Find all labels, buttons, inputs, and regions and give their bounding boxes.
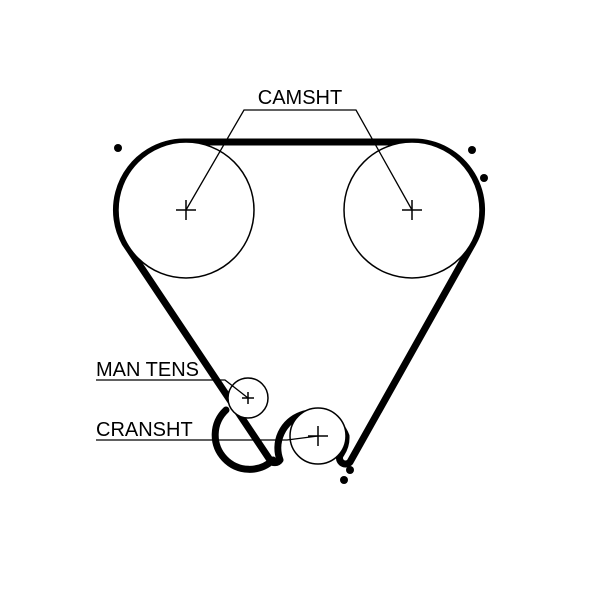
- timing-dot: [346, 466, 354, 474]
- timing-dot: [468, 146, 476, 154]
- label-camshaft: CAMSHT: [258, 87, 342, 109]
- timing-belt-diagram: CAMSHT MAN TENS CRANSHT: [0, 0, 600, 589]
- label-tensioner: MAN TENS: [96, 359, 199, 381]
- timing-dot: [480, 174, 488, 182]
- pulley-group: [118, 142, 480, 464]
- timing-dot: [340, 476, 348, 484]
- timing-dot: [114, 144, 122, 152]
- label-crankshaft: CRANSHT: [96, 419, 193, 441]
